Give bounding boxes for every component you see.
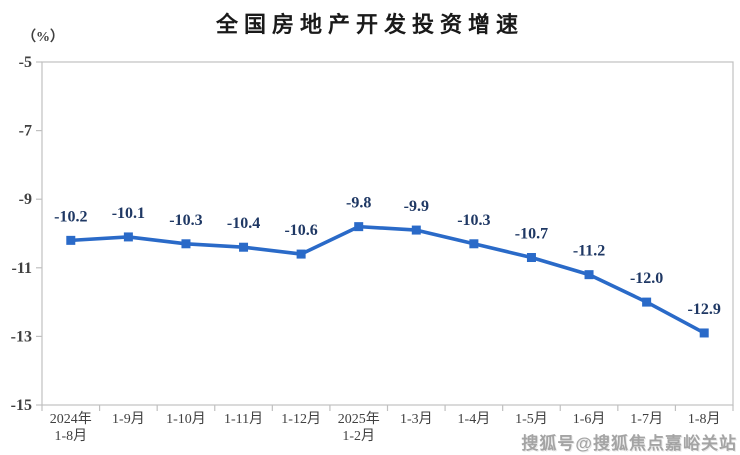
y-axis-tick-label: -5 xyxy=(19,54,32,71)
x-axis-category-label: 2024年 1-8月 xyxy=(49,412,92,444)
data-point-label: -12.9 xyxy=(688,301,721,318)
y-axis-tick-label: -7 xyxy=(19,123,32,140)
data-point-marker xyxy=(354,222,364,232)
data-point-marker xyxy=(699,328,709,338)
data-point-marker xyxy=(411,225,421,235)
y-axis-unit-label: （%） xyxy=(22,30,64,45)
x-axis-category-label: 1-10月 xyxy=(166,412,206,427)
x-axis-category-label: 1-3月 xyxy=(399,412,433,427)
data-point-marker xyxy=(296,249,306,259)
data-point-marker xyxy=(642,297,652,307)
data-point-marker xyxy=(239,242,249,252)
y-axis-tick-label: -11 xyxy=(12,260,32,277)
data-point-label: -10.6 xyxy=(284,222,317,239)
x-axis-category-label: 1-9月 xyxy=(112,412,145,427)
data-point-label: -10.2 xyxy=(54,208,87,225)
chart-title: 全国房地产开发投资增速 xyxy=(215,12,524,37)
data-line xyxy=(68,224,707,335)
data-point-marker xyxy=(469,239,479,249)
y-axis-tick-label: -13 xyxy=(11,328,32,345)
data-point-marker xyxy=(123,232,133,242)
data-point-marker xyxy=(181,239,191,249)
x-axis-category-label: 1-6月 xyxy=(572,412,606,427)
y-axis-tick-label: -9 xyxy=(19,191,32,208)
data-point-label: -11.2 xyxy=(573,243,605,260)
data-point-marker xyxy=(66,235,76,245)
data-point-label: -10.3 xyxy=(457,212,490,229)
plot-border xyxy=(41,61,734,406)
data-point-marker xyxy=(526,253,536,263)
data-point-label: -10.1 xyxy=(112,205,145,222)
y-axis-tick-label: -15 xyxy=(11,397,32,414)
x-axis-category-label: 1-12月 xyxy=(281,412,321,427)
x-axis-category-label: 1-4月 xyxy=(457,412,491,427)
data-point-marker xyxy=(584,270,594,280)
data-point-label: -9.8 xyxy=(346,195,371,212)
data-point-label: -10.4 xyxy=(227,215,260,232)
data-point-label: -10.3 xyxy=(169,212,202,229)
watermark: 搜狐号@搜狐焦点嘉峪关站 xyxy=(521,434,737,453)
x-axis-category-label: 1-11月 xyxy=(223,412,264,427)
x-axis-category-label: 2025年 1-2月 xyxy=(337,412,380,444)
x-axis-category-label: 1-5月 xyxy=(515,412,548,427)
data-point-label: -9.9 xyxy=(404,198,429,215)
data-point-label: -12.0 xyxy=(630,270,663,287)
x-axis-category-label: 1-7月 xyxy=(630,412,663,427)
x-axis-category-label: 1-8月 xyxy=(687,412,721,427)
data-point-label: -10.7 xyxy=(515,226,548,243)
